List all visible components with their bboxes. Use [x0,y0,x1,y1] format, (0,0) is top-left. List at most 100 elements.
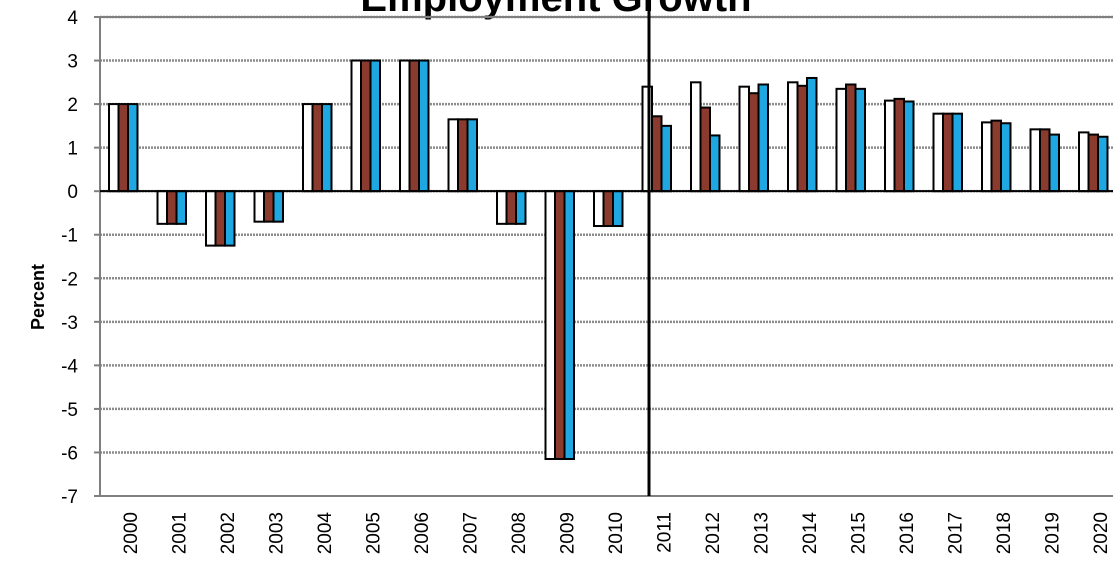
x-tick-label: 2011 [655,512,676,553]
bar [224,190,236,247]
bar [690,81,702,193]
bar [214,190,226,247]
x-tick-label: 2007 [461,512,482,554]
bar [350,59,362,193]
bar [496,190,508,225]
x-tick-label: 2019 [1043,512,1064,554]
x-tick-label: 2003 [267,512,288,554]
bar [563,190,575,460]
x-tick-label: 2010 [606,512,627,554]
bar [835,87,847,193]
bar [360,59,372,193]
bar [1078,131,1090,193]
bar [951,112,963,193]
bar [1087,133,1099,193]
x-tick-label: 2008 [509,512,530,554]
bar [1029,128,1041,193]
x-tick-label: 2015 [849,512,870,554]
y-tick-label: -5 [61,400,78,421]
bar [699,106,711,193]
bar [787,81,799,193]
bar [990,119,1002,193]
bar [1048,133,1060,193]
bar [321,103,333,193]
bar [602,190,614,228]
bar [1000,122,1012,193]
bar [156,190,168,225]
y-tick-label: -1 [61,226,78,247]
bar [593,190,605,228]
y-tick-label: -4 [61,356,78,377]
bar [854,87,866,193]
bar [709,134,721,193]
y-tick-label: -3 [61,313,78,334]
bar [457,118,469,193]
bar [418,59,430,193]
y-tick-label: -7 [61,487,78,508]
x-tick-label: 2017 [946,512,967,554]
x-tick-label: 2020 [1091,512,1112,554]
gridlines [100,15,1113,454]
bar [893,97,905,193]
y-tick-label: -2 [61,269,78,290]
bar [399,59,411,193]
bar [981,121,993,193]
chart-title: Employment Growth [360,0,751,20]
y-axis-label: Percent [28,264,48,330]
x-tick-label: 2000 [121,512,142,554]
bar [757,83,769,193]
bar [641,85,653,193]
bar [166,190,178,225]
bar [932,112,944,193]
bar [408,59,420,193]
bar [272,190,284,223]
y-tick-label: -6 [61,443,78,464]
bar [942,112,954,193]
x-tick-label: 2014 [800,512,821,555]
bar [738,85,750,193]
bar [369,59,381,193]
y-tick-label: 4 [67,8,78,29]
axes [94,9,1113,497]
x-tick-label: 2006 [412,512,433,554]
x-tick-label: 2009 [558,512,579,554]
y-tick-label: 2 [67,95,78,116]
bar [302,103,314,193]
x-tick-label: 2002 [218,512,239,554]
x-tick-label: 2018 [994,512,1015,554]
bar [845,83,857,193]
bars [108,59,1109,460]
y-tick-labels: 4 3 2 1 0 -1 -2 -3 -4 -5 -6 -7 [61,8,78,508]
x-tick-labels: 2000 2001 2002 2003 2004 2005 2006 2007 2008 2009… [121,512,1112,555]
bar [884,99,896,193]
bar [515,190,527,225]
bar [466,118,478,193]
x-tick-label: 2013 [752,512,773,554]
bar [544,190,556,460]
bar [660,124,672,193]
bar [253,190,265,223]
bar [796,84,808,193]
bar [175,190,187,225]
bar [311,103,323,193]
bar [1039,128,1051,193]
bar [1097,135,1109,193]
x-tick-label: 2012 [703,512,724,554]
bar [263,190,275,223]
bar [205,190,217,247]
x-tick-label: 2005 [364,512,385,554]
x-tick-label: 2004 [315,512,336,555]
bar [108,103,120,193]
y-tick-label: 3 [67,52,78,73]
bar [447,118,459,193]
x-tick-label: 2016 [897,512,918,554]
bar [903,100,915,193]
bar [651,115,663,193]
bar [612,190,624,228]
bar [748,92,760,193]
y-tick-label: 0 [67,182,78,203]
bar [505,190,517,225]
bar [554,190,566,460]
bar [117,103,129,193]
